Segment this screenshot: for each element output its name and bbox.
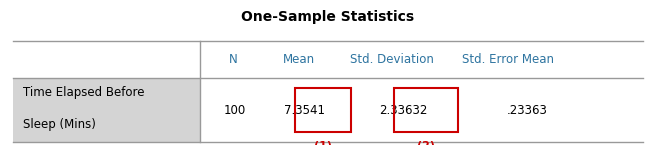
Text: Sleep (Mins): Sleep (Mins) bbox=[23, 118, 96, 131]
Text: 100: 100 bbox=[224, 104, 246, 117]
Text: N: N bbox=[228, 53, 237, 66]
Text: 2.33632: 2.33632 bbox=[379, 104, 428, 117]
Bar bbox=[295, 88, 351, 132]
Bar bbox=[13, 78, 200, 142]
Text: (2): (2) bbox=[417, 141, 435, 145]
Text: 7.3541: 7.3541 bbox=[283, 104, 325, 117]
Text: .23363: .23363 bbox=[507, 104, 548, 117]
Text: Std. Error Mean: Std. Error Mean bbox=[462, 53, 554, 66]
Text: One-Sample Statistics: One-Sample Statistics bbox=[241, 10, 415, 24]
Bar bbox=[200, 78, 643, 142]
Text: Mean: Mean bbox=[283, 53, 314, 66]
Text: Time Elapsed Before: Time Elapsed Before bbox=[23, 86, 144, 99]
Text: (1): (1) bbox=[314, 141, 332, 145]
Bar bbox=[394, 88, 458, 132]
Text: Std. Deviation: Std. Deviation bbox=[350, 53, 434, 66]
Bar bbox=[13, 41, 643, 78]
